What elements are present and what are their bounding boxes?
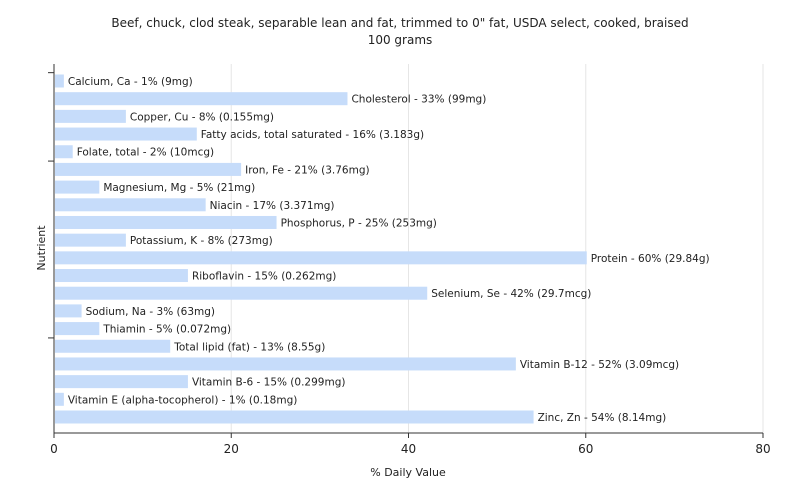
bar-10 xyxy=(55,251,587,265)
bar-label-1: Cholesterol - 33% (99mg) xyxy=(351,94,486,106)
x-tick-label-4: 80 xyxy=(755,442,770,456)
bar-label-5: Iron, Fe - 21% (3.76mg) xyxy=(245,164,369,176)
bar-4 xyxy=(55,145,73,159)
chart-subtitle: 100 grams xyxy=(368,33,433,47)
bar-label-2: Copper, Cu - 8% (0.155mg) xyxy=(130,111,274,123)
bar-13 xyxy=(55,304,82,318)
bar-label-7: Niacin - 17% (3.371mg) xyxy=(210,200,335,212)
bar-11 xyxy=(55,269,188,283)
bar-label-15: Total lipid (fat) - 13% (8.55g) xyxy=(173,341,325,353)
bar-17 xyxy=(55,375,188,389)
bar-7 xyxy=(55,198,206,212)
bar-label-9: Potassium, K - 8% (273mg) xyxy=(130,235,273,247)
bar-label-3: Fatty acids, total saturated - 16% (3.18… xyxy=(201,129,424,141)
x-tick-label-2: 40 xyxy=(401,442,416,456)
bar-label-18: Vitamin E (alpha-tocopherol) - 1% (0.18m… xyxy=(68,394,297,406)
bar-9 xyxy=(55,233,126,247)
bar-18 xyxy=(55,392,64,406)
bar-19 xyxy=(55,410,534,424)
bar-label-12: Selenium, Se - 42% (29.7mcg) xyxy=(431,288,591,300)
bar-14 xyxy=(55,322,100,336)
bar-label-0: Calcium, Ca - 1% (9mg) xyxy=(68,76,193,88)
x-tick-label-1: 20 xyxy=(224,442,239,456)
bar-label-17: Vitamin B-6 - 15% (0.299mg) xyxy=(192,377,346,389)
bar-label-10: Protein - 60% (29.84g) xyxy=(591,253,710,265)
y-axis-label: Nutrient xyxy=(35,225,48,271)
bar-12 xyxy=(55,286,428,300)
bar-label-14: Thiamin - 5% (0.072mg) xyxy=(102,324,231,336)
bar-labels: Calcium, Ca - 1% (9mg) Cholesterol - 33% … xyxy=(68,76,710,424)
x-tick-label-3: 60 xyxy=(578,442,593,456)
bar-label-13: Sodium, Na - 3% (63mg) xyxy=(86,306,215,318)
bar-label-11: Riboflavin - 15% (0.262mg) xyxy=(192,271,336,283)
bar-label-4: Folate, total - 2% (10mcg) xyxy=(77,147,214,159)
bar-0 xyxy=(55,74,64,88)
bar-16 xyxy=(55,357,516,371)
bar-label-16: Vitamin B-12 - 52% (3.09mcg) xyxy=(520,359,679,371)
x-axis-label: % Daily Value xyxy=(370,466,446,479)
bar-label-6: Magnesium, Mg - 5% (21mg) xyxy=(103,182,255,194)
bar-15 xyxy=(55,339,171,353)
bar-label-8: Phosphorus, P - 25% (253mg) xyxy=(281,217,437,229)
grid-lines xyxy=(230,64,764,433)
bar-label-19: Zinc, Zn - 54% (8.14mg) xyxy=(538,412,667,424)
bar-1 xyxy=(55,92,348,106)
bars xyxy=(55,74,587,424)
bar-3 xyxy=(55,127,197,141)
chart-title: Beef, chuck, clod steak, separable lean … xyxy=(111,16,688,30)
bar-5 xyxy=(55,162,242,176)
bar-2 xyxy=(55,109,126,123)
x-ticks: 0 20 40 60 80 xyxy=(50,433,771,456)
bar-8 xyxy=(55,215,277,229)
x-tick-label-0: 0 xyxy=(50,442,58,456)
bar-6 xyxy=(55,180,100,194)
